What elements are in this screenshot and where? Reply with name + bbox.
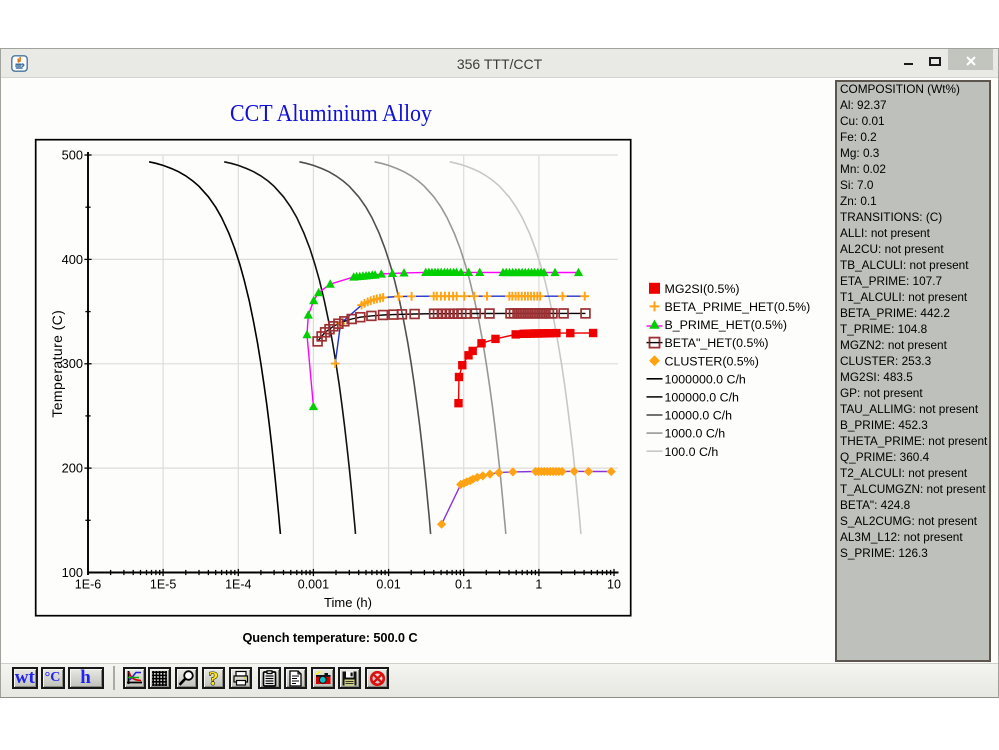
svg-text:BETA"_HET(0.5%): BETA"_HET(0.5%) <box>665 336 769 350</box>
svg-text:CCT Aluminium Alloy: CCT Aluminium Alloy <box>230 100 433 127</box>
svg-text:1E-4: 1E-4 <box>225 578 251 592</box>
svg-text:MG2SI(0.5%): MG2SI(0.5%) <box>665 282 740 296</box>
svg-text:200: 200 <box>62 461 83 476</box>
svg-text:CLUSTER(0.5%): CLUSTER(0.5%) <box>665 354 759 368</box>
svg-text:10000.0 C/h: 10000.0 C/h <box>665 409 733 423</box>
svg-text:0.1: 0.1 <box>455 578 472 592</box>
svg-text:B_PRIME_HET(0.5%): B_PRIME_HET(0.5%) <box>665 318 788 332</box>
svg-text:0.01: 0.01 <box>376 578 400 592</box>
svg-text:Quench temperature: 500.0 C: Quench temperature: 500.0 C <box>242 630 417 645</box>
svg-text:500: 500 <box>62 147 83 162</box>
svg-text:100.0 C/h: 100.0 C/h <box>665 445 719 459</box>
svg-text:100: 100 <box>62 565 83 580</box>
svg-text:1: 1 <box>535 578 542 592</box>
svg-text:0.001: 0.001 <box>298 578 329 592</box>
svg-text:1E-6: 1E-6 <box>75 578 101 592</box>
svg-text:Temperature (C): Temperature (C) <box>49 310 65 418</box>
svg-text:10: 10 <box>607 578 621 592</box>
svg-text:1000.0 C/h: 1000.0 C/h <box>665 427 726 441</box>
svg-text:BETA_PRIME_HET(0.5%): BETA_PRIME_HET(0.5%) <box>665 300 811 314</box>
svg-text:Time (h): Time (h) <box>324 595 372 610</box>
svg-text:100000.0 C/h: 100000.0 C/h <box>665 391 740 405</box>
svg-text:400: 400 <box>62 252 83 267</box>
svg-text:1000000.0 C/h: 1000000.0 C/h <box>665 372 746 386</box>
svg-text:1E-5: 1E-5 <box>150 578 176 592</box>
svg-text:300: 300 <box>62 356 83 371</box>
